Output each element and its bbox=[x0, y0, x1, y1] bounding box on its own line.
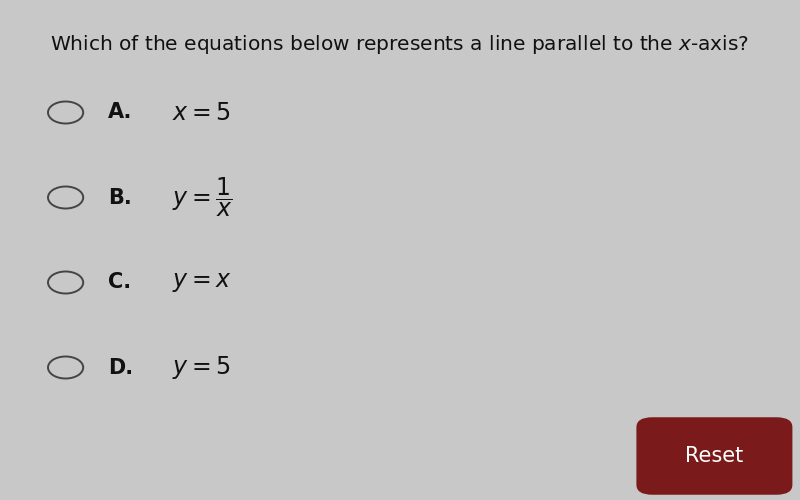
FancyBboxPatch shape bbox=[637, 417, 792, 495]
Text: $x = 5$: $x = 5$ bbox=[172, 100, 230, 124]
Text: C.: C. bbox=[108, 272, 131, 292]
Text: D.: D. bbox=[108, 358, 133, 378]
Text: Which of the equations below represents a line parallel to the $x$-axis?: Which of the equations below represents … bbox=[50, 32, 750, 56]
Text: A.: A. bbox=[108, 102, 132, 122]
Text: B.: B. bbox=[108, 188, 132, 208]
Text: Reset: Reset bbox=[686, 446, 743, 466]
Text: $y = x$: $y = x$ bbox=[172, 270, 232, 294]
Text: $y = 5$: $y = 5$ bbox=[172, 354, 230, 381]
Text: $y = \dfrac{1}{x}$: $y = \dfrac{1}{x}$ bbox=[172, 176, 233, 219]
